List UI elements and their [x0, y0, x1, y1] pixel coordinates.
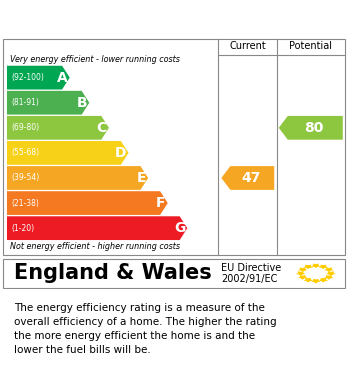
FancyArrow shape	[7, 91, 89, 115]
Text: 2002/91/EC: 2002/91/EC	[221, 274, 277, 284]
FancyArrow shape	[7, 66, 70, 90]
Text: G: G	[174, 221, 185, 235]
Text: (39-54): (39-54)	[11, 174, 39, 183]
Polygon shape	[298, 275, 308, 280]
Polygon shape	[303, 278, 313, 283]
Text: The energy efficiency rating is a measure of the
overall efficiency of a home. T: The energy efficiency rating is a measur…	[14, 303, 277, 355]
Text: (21-38): (21-38)	[11, 199, 39, 208]
Text: A: A	[57, 71, 68, 84]
FancyArrow shape	[7, 166, 148, 190]
Text: B: B	[77, 96, 87, 110]
Polygon shape	[311, 279, 321, 283]
Polygon shape	[326, 271, 336, 276]
Polygon shape	[311, 264, 321, 268]
Polygon shape	[318, 265, 328, 269]
Text: Not energy efficient - higher running costs: Not energy efficient - higher running co…	[10, 242, 181, 251]
Text: (55-68): (55-68)	[11, 149, 39, 158]
Text: England & Wales: England & Wales	[14, 263, 212, 283]
Text: (81-91): (81-91)	[11, 98, 39, 107]
Polygon shape	[303, 265, 313, 269]
Text: (92-100): (92-100)	[11, 73, 44, 82]
Text: Very energy efficient - lower running costs: Very energy efficient - lower running co…	[10, 55, 180, 64]
Text: D: D	[115, 146, 126, 160]
Text: EU Directive: EU Directive	[221, 264, 281, 273]
Polygon shape	[298, 267, 308, 272]
Text: 80: 80	[304, 121, 324, 135]
FancyArrow shape	[221, 166, 274, 190]
FancyArrow shape	[7, 216, 187, 240]
Polygon shape	[296, 271, 306, 276]
FancyArrow shape	[7, 116, 109, 140]
Text: 47: 47	[241, 171, 261, 185]
Text: (69-80): (69-80)	[11, 123, 39, 132]
Text: C: C	[97, 121, 107, 135]
Text: E: E	[136, 171, 146, 185]
FancyArrow shape	[7, 141, 128, 165]
Text: Current: Current	[229, 41, 266, 51]
Text: (1-20): (1-20)	[11, 224, 34, 233]
Text: F: F	[156, 196, 166, 210]
Text: Energy Efficiency Rating: Energy Efficiency Rating	[10, 11, 220, 26]
FancyArrow shape	[279, 116, 343, 140]
FancyArrow shape	[7, 191, 168, 215]
Polygon shape	[318, 278, 328, 283]
Text: Potential: Potential	[289, 41, 332, 51]
Polygon shape	[324, 267, 334, 272]
Polygon shape	[324, 275, 334, 280]
